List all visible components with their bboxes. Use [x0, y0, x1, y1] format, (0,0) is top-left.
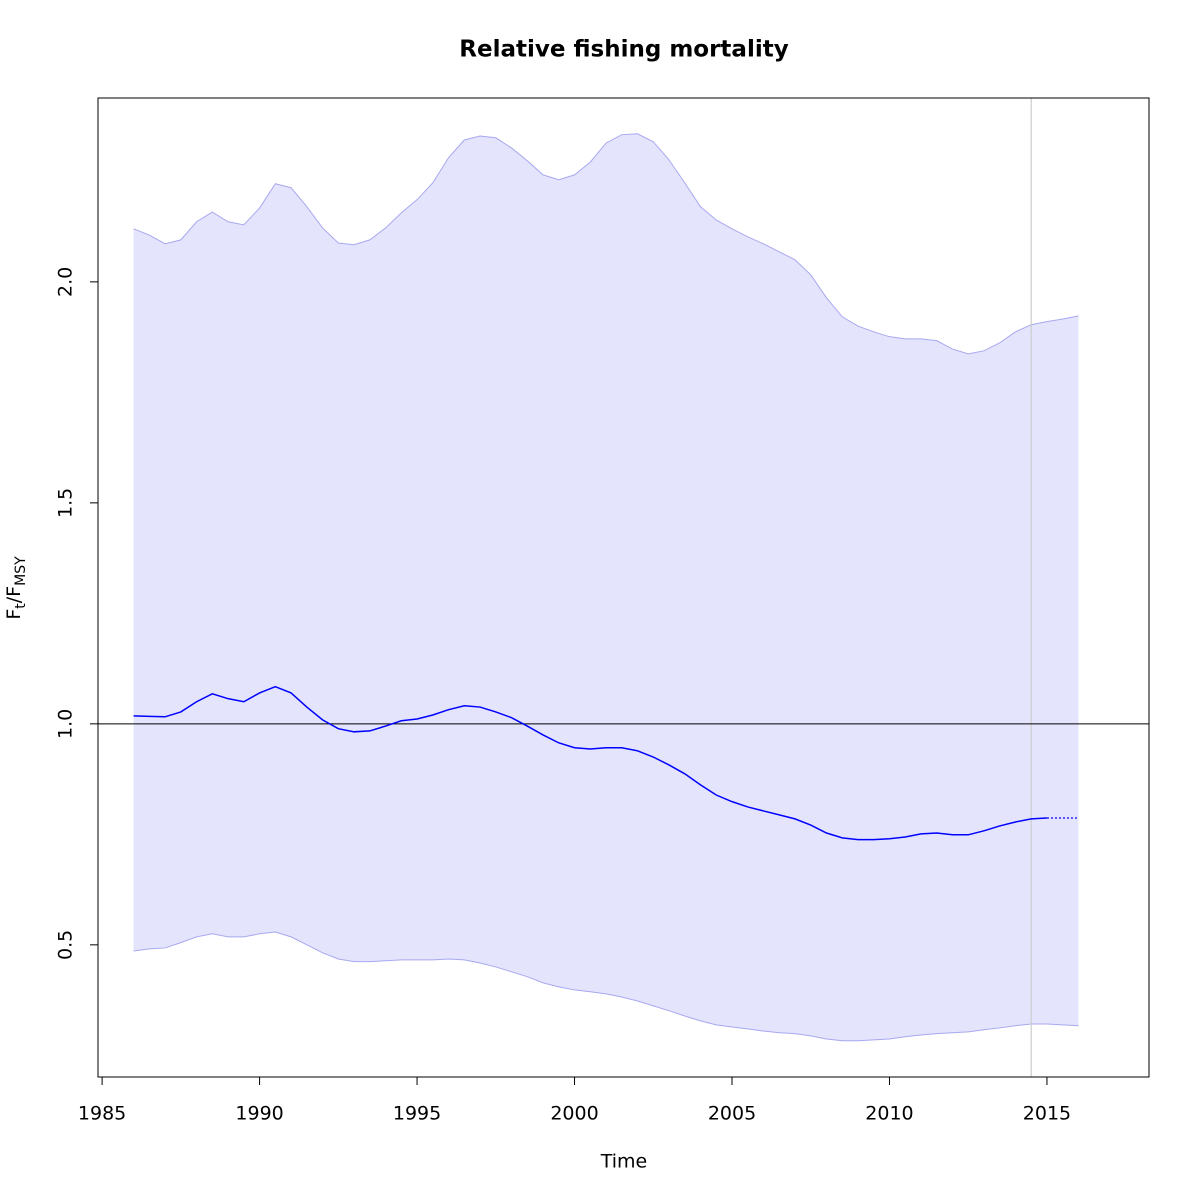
y-axis-label-part: F: [3, 609, 25, 620]
y-tick-label: 1.5: [55, 488, 77, 518]
x-tick-label: 2005: [708, 1103, 756, 1125]
x-tick-label: 1995: [393, 1103, 441, 1125]
upper-bound: [133, 133, 1079, 355]
lower-bound: [133, 931, 1079, 1042]
x-axis-label: Time: [600, 1151, 648, 1173]
y-axis-label: Ft/FMSY: [3, 556, 29, 620]
x-tick-label: 2015: [1023, 1103, 1071, 1125]
y-tick-label: 1.0: [55, 709, 77, 739]
x-tick-label: 1990: [235, 1103, 283, 1125]
chart-title: Relative fishing mortality: [459, 37, 788, 63]
x-tick-label: 2000: [550, 1103, 598, 1125]
estimate-line: [133, 685, 1048, 841]
y-axis-label-part: t: [13, 603, 29, 609]
y-axis-label-part: /F: [3, 586, 25, 603]
y-tick-label: 0.5: [55, 930, 77, 960]
confidence-band: [133, 133, 1079, 1041]
y-tick-label: 2.0: [55, 267, 77, 297]
x-tick-label: 1985: [78, 1103, 126, 1125]
x-tick-label: 2010: [865, 1103, 913, 1125]
y-axis-label-part: MSY: [13, 556, 29, 586]
